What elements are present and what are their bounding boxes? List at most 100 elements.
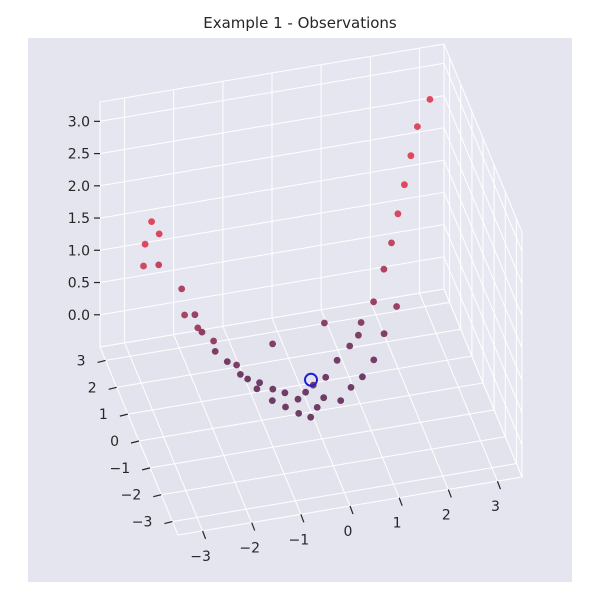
z-tick-label: 1.0 [68,243,90,259]
z-tick-label: 3.0 [68,114,90,130]
data-point [210,337,218,345]
y-tick-label: −1 [110,461,131,477]
data-point [321,319,328,327]
data-point [194,324,202,332]
data-point [295,410,303,417]
data-point [269,385,277,393]
data-point [155,261,163,269]
y-gridline [116,84,462,388]
data-point [237,371,244,378]
x-gridline [271,73,351,507]
x-gridline [222,81,302,515]
x-tick-label: 1 [393,516,402,532]
y-tick [97,359,106,364]
data-point [407,152,415,160]
x-tick [447,489,452,498]
data-point [346,342,354,350]
data-point [359,373,366,381]
z-gridline [99,159,523,349]
data-point [148,218,156,226]
z-gridline [99,62,523,252]
z-gridline [99,95,523,284]
z-tick-label: 1.5 [68,211,90,227]
data-point [268,397,276,404]
data-point [141,240,149,248]
data-point [313,404,321,411]
y-tick-label: 3 [77,353,86,369]
x-tick-label: −2 [239,541,260,557]
data-point [281,389,289,397]
y-tick [130,440,140,444]
data-point [370,298,377,306]
z-gridline [99,127,523,316]
data-point [380,265,388,273]
data-point [178,285,186,293]
z-gridline [99,191,523,381]
y-gridline [138,138,484,442]
data-point [355,331,362,339]
data-point [380,330,388,338]
data-point [337,397,345,404]
data-point [181,311,189,319]
x-tick [202,530,207,540]
data-point [223,358,231,365]
data-point [253,385,261,393]
z-tick-label: 0.0 [68,308,90,324]
data-point [302,388,309,396]
z-tick-label: 2.0 [68,179,90,195]
data-point [394,210,402,218]
x-tick [496,480,501,490]
data-point [333,356,341,364]
x-tick [398,497,403,506]
y-gridline [105,57,451,361]
data-point [370,356,378,364]
data-point [294,395,302,403]
y-gridline [161,191,506,496]
z-gridline [99,223,523,413]
y-tick [164,520,173,525]
data-point [191,311,199,319]
y-tick-label: 1 [99,407,108,423]
data-point [233,361,241,369]
x-gridline [124,97,204,532]
x-tick-label: −3 [190,549,211,565]
data-point [347,384,355,391]
z-gridline [99,256,523,445]
data-point [244,375,252,383]
chart-title: Example 1 - Observations [203,14,397,32]
y-tick-label: 2 [88,380,97,396]
y-tick [141,467,151,471]
data-point [140,262,147,270]
x-gridline [418,48,498,482]
x-tick-label: −1 [289,532,310,548]
x-tick-label: 3 [491,499,500,515]
y-tick-label: −2 [121,488,142,504]
data-point [282,403,289,411]
z-tick-label: 0.5 [68,276,90,292]
data-point [307,413,315,421]
y-gridline [127,111,473,415]
y-tick [119,413,129,417]
x-tick [349,505,354,515]
data-point [401,181,408,189]
y-tick-label: −3 [132,515,153,531]
data-point [426,96,434,103]
y-tick [108,386,117,390]
data-point [198,328,206,336]
x-tick [251,522,256,531]
x-tick-label: 0 [344,524,353,540]
z-tick-label: 2.5 [68,147,90,163]
y-tick-label: 0 [110,434,119,450]
x-tick [300,514,305,523]
data-point [269,340,276,348]
x-tick-label: 2 [442,507,451,523]
x-gridline [320,64,400,498]
highlight-marker [304,372,318,387]
data-point [211,348,219,355]
y-tick [153,494,162,498]
data-point [322,373,330,381]
data-point [393,303,400,310]
x-gridline [173,89,253,523]
data-point [414,123,421,130]
